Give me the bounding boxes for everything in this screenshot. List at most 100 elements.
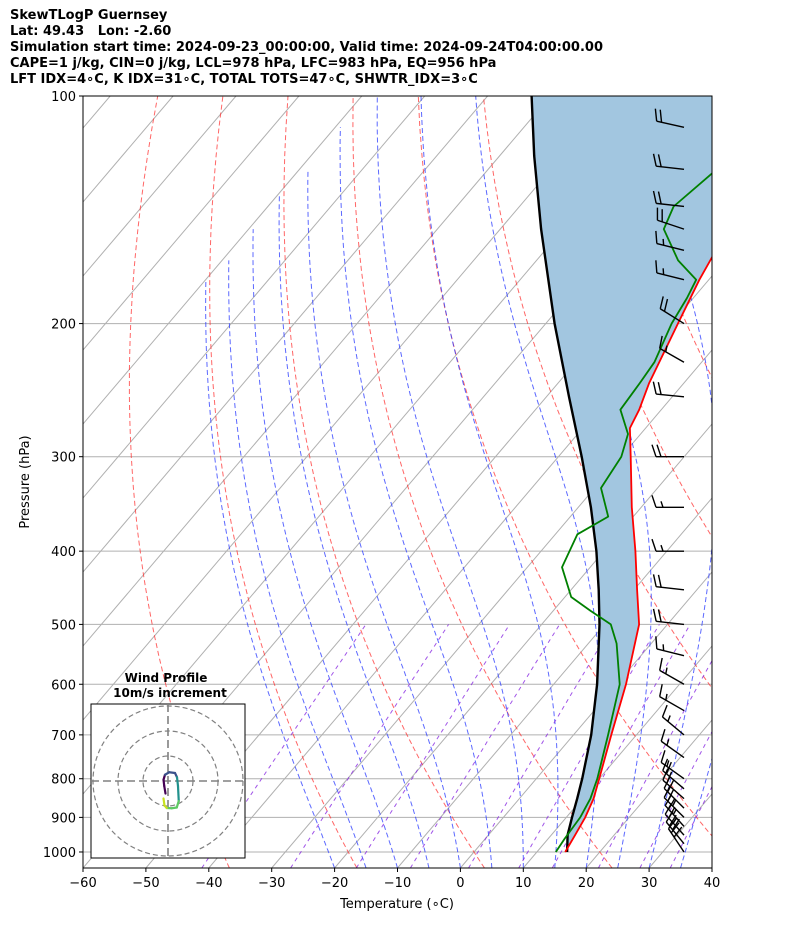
x-axis-label: Temperature (∘C) bbox=[339, 897, 454, 912]
isotherm-line bbox=[585, 719, 712, 868]
wind-barb bbox=[655, 230, 685, 251]
y-tick-label: 500 bbox=[51, 618, 76, 633]
barb-flag bbox=[663, 298, 669, 312]
dry-adiabat-line bbox=[744, 96, 794, 868]
moist-adiabat-line bbox=[376, 96, 524, 868]
stability-line: CAPE=1 j/kg, CIN=0 j/kg, LCL=978 hPa, LF… bbox=[10, 56, 497, 71]
wind-barb bbox=[655, 260, 685, 281]
dry-adiabat-line bbox=[482, 96, 712, 689]
mixing-ratio-line bbox=[639, 730, 712, 868]
isotherm-line bbox=[83, 96, 300, 351]
isotherm-line bbox=[460, 571, 712, 868]
barb-staff bbox=[656, 272, 685, 281]
mixing-ratio-line bbox=[409, 624, 561, 868]
wind-barb bbox=[660, 728, 685, 759]
barb-flag bbox=[652, 381, 657, 395]
x-tick-label: 20 bbox=[578, 876, 595, 891]
y-tick-label: 200 bbox=[51, 318, 76, 333]
isotherm-line bbox=[83, 96, 237, 277]
hodograph-title: Wind Profile bbox=[125, 671, 208, 685]
wind-barb bbox=[659, 657, 685, 685]
barb-half-flag bbox=[665, 667, 668, 674]
barb-staff bbox=[656, 242, 685, 251]
x-tick-label: 30 bbox=[641, 876, 658, 891]
barb-flag bbox=[662, 768, 669, 781]
hodograph-segment bbox=[176, 784, 180, 803]
hodograph-segment bbox=[175, 776, 180, 788]
barb-half-flag bbox=[665, 345, 668, 352]
barb-flag bbox=[651, 538, 657, 552]
moist-adiabat-line bbox=[339, 127, 493, 868]
temperature-line bbox=[564, 255, 712, 853]
barb-flag bbox=[652, 574, 657, 587]
cape-fill bbox=[531, 96, 712, 852]
barb-flag bbox=[659, 296, 664, 309]
barb-flag bbox=[655, 230, 658, 244]
barb-flag bbox=[652, 190, 657, 204]
barb-flag bbox=[660, 750, 666, 763]
moist-adiabat-line bbox=[278, 194, 430, 868]
wind-barb bbox=[660, 750, 685, 780]
chart-title: SkewTLogP Guernsey bbox=[10, 8, 168, 23]
y-tick-label: 400 bbox=[51, 545, 76, 560]
barb-half-flag bbox=[672, 800, 677, 807]
hodograph-subtitle: 10m/s increment bbox=[113, 686, 227, 700]
barb-staff bbox=[659, 696, 685, 712]
wind-barbs bbox=[651, 108, 685, 853]
barb-flag bbox=[655, 260, 658, 273]
barb-half-flag bbox=[672, 817, 678, 824]
moist-adiabat-line bbox=[252, 229, 398, 868]
barb-flag bbox=[652, 153, 657, 167]
barb-flag bbox=[654, 108, 658, 122]
barb-flag bbox=[673, 826, 683, 838]
y-tick-label: 1000 bbox=[43, 846, 76, 861]
profiles bbox=[530, 96, 712, 853]
x-tick-label: −50 bbox=[132, 876, 159, 891]
barb-staff bbox=[656, 393, 685, 398]
barb-flag bbox=[657, 154, 662, 167]
barb-staff bbox=[660, 761, 685, 780]
x-tick-label: 10 bbox=[515, 876, 532, 891]
barb-half-flag bbox=[660, 501, 664, 508]
y-tick-label: 800 bbox=[51, 773, 76, 788]
barb-flag bbox=[657, 574, 662, 588]
x-tick-label: 40 bbox=[704, 876, 721, 891]
barb-flag bbox=[657, 609, 662, 623]
hodograph-segment bbox=[175, 799, 180, 809]
location-line: Lat: 49.43 Lon: -2.60 bbox=[10, 24, 172, 39]
y-tick-label: 300 bbox=[51, 451, 76, 466]
isotherm-line bbox=[83, 96, 614, 721]
barb-flag bbox=[668, 797, 676, 810]
dry-adiabat-line bbox=[417, 96, 712, 837]
y-axis-label: Pressure (hPa) bbox=[18, 435, 33, 528]
time-line: Simulation start time: 2024-09-23_00:00:… bbox=[10, 40, 603, 55]
barb-half-flag bbox=[660, 544, 664, 552]
barb-flag bbox=[651, 444, 657, 457]
axes: −60 −50 −40 −30 −20 −10 0 10 20 30 40 1000 900 800 700… bbox=[43, 90, 720, 891]
moist-adiabat-line bbox=[205, 279, 336, 868]
x-tick-label: −60 bbox=[69, 876, 96, 891]
barb-staff bbox=[659, 669, 685, 685]
barb-flag bbox=[659, 109, 663, 123]
mixing-ratio-line bbox=[468, 624, 614, 868]
wind-barb bbox=[659, 335, 685, 363]
barb-flag bbox=[657, 191, 662, 205]
mixing-ratio-line bbox=[201, 624, 367, 868]
barb-flag bbox=[670, 822, 680, 834]
barb-flag bbox=[659, 657, 663, 671]
wind-barb bbox=[655, 636, 685, 657]
barb-half-flag bbox=[666, 760, 670, 767]
isotherm-line bbox=[334, 423, 712, 868]
moist-adiabat-line bbox=[420, 96, 559, 868]
barb-half-flag bbox=[665, 693, 668, 701]
barb-flag bbox=[661, 704, 668, 718]
dry-adiabat-line bbox=[283, 96, 485, 868]
isotherm-line bbox=[83, 96, 363, 425]
isotherm-line bbox=[83, 96, 488, 573]
barb-flag bbox=[651, 495, 657, 508]
dry-adiabat-line bbox=[209, 96, 358, 868]
isotherm-line bbox=[522, 645, 712, 868]
barb-staff bbox=[656, 586, 685, 591]
barb-flag bbox=[659, 335, 663, 349]
barb-flag bbox=[656, 444, 662, 457]
